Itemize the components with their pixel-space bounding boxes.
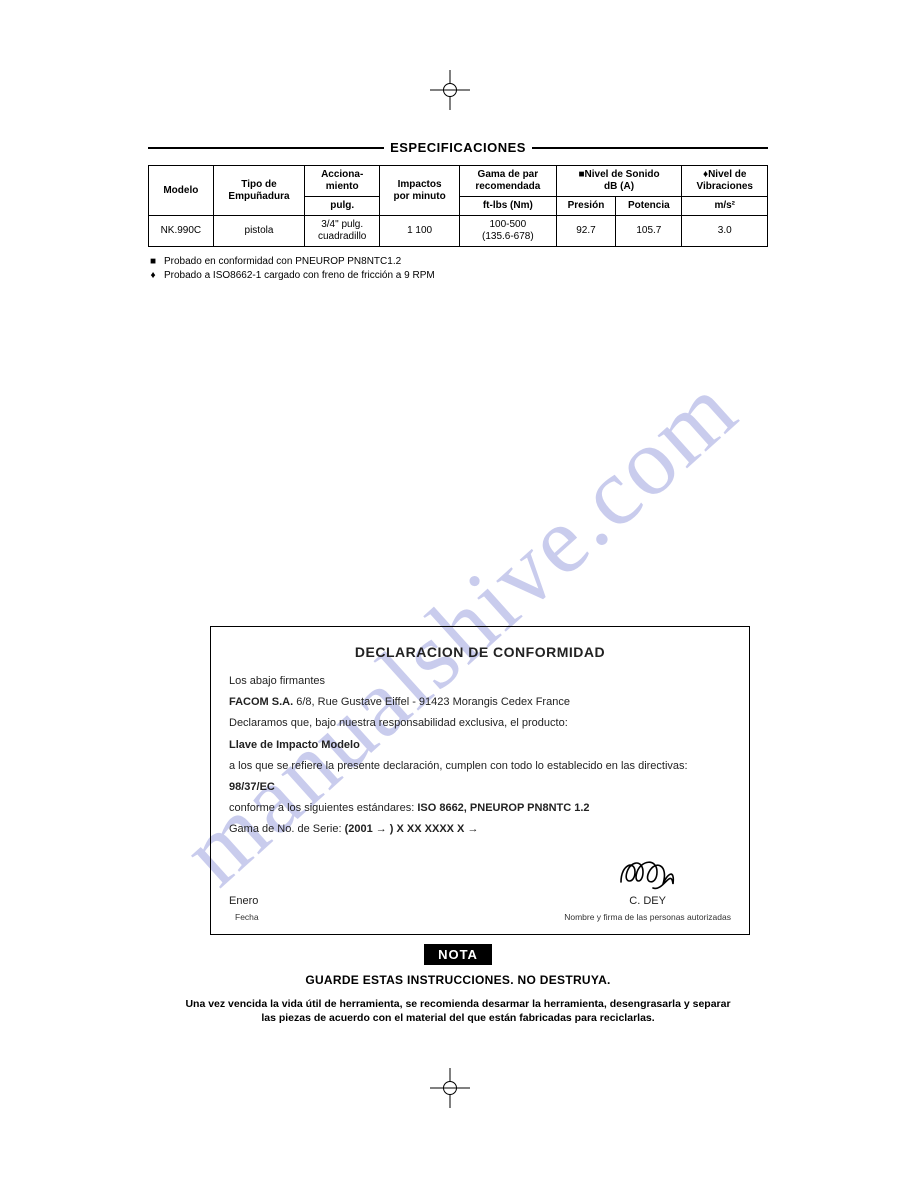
spec-table: Modelo Tipo de Empuñadura Acciona- mient… bbox=[148, 165, 768, 247]
th-vibr: ♦Nivel de Vibraciones bbox=[682, 166, 768, 197]
nota-headline: GUARDE ESTAS INSTRUCCIONES. NO DESTRUYA. bbox=[148, 973, 768, 987]
signature-date: Enero Fecha bbox=[229, 892, 259, 924]
td-gama: 100-500 (135.6-678) bbox=[460, 216, 557, 247]
footnote-2-text: Probado a ISO8662-1 cargado con freno de… bbox=[164, 269, 435, 283]
signature-name-label: Nombre y firma de las personas autorizad… bbox=[564, 910, 731, 924]
decl-stds: ISO 8662, PNEUROP PN8NTC 1.2 bbox=[417, 802, 589, 814]
footnote-1-symbol: ■ bbox=[148, 255, 158, 269]
footnote-1-text: Probado en conformidad con PNEUROP PN8NT… bbox=[164, 255, 401, 269]
td-impactos: 1 100 bbox=[380, 216, 460, 247]
nota-section: NOTA GUARDE ESTAS INSTRUCCIONES. NO DEST… bbox=[148, 944, 768, 1025]
th-modelo: Modelo bbox=[149, 166, 214, 216]
signature-icon bbox=[613, 854, 683, 890]
decl-line-1: Los abajo firmantes bbox=[229, 672, 731, 690]
section-title-row: ESPECIFICACIONES bbox=[148, 140, 768, 155]
signature-date-label: Fecha bbox=[235, 910, 259, 924]
decl-line-7: conforme a los siguientes estándares: IS… bbox=[229, 799, 731, 817]
decl-line-8: Gama de No. de Serie: (2001 → ) X XX XXX… bbox=[229, 820, 731, 838]
th-potencia: Potencia bbox=[616, 197, 682, 216]
td-presion: 92.7 bbox=[556, 216, 616, 247]
declaration-title: DECLARACION DE CONFORMIDAD bbox=[229, 641, 731, 664]
th-ftlbs: ft-lbs (Nm) bbox=[460, 197, 557, 216]
th-tipo: Tipo de Empuñadura bbox=[213, 166, 305, 216]
footnotes: ■ Probado en conformidad con PNEUROP PN8… bbox=[148, 255, 768, 283]
th-impactos: Impactos por minuto bbox=[380, 166, 460, 216]
footnote-1: ■ Probado en conformidad con PNEUROP PN8… bbox=[148, 255, 768, 269]
signature-name-block: C. DEY Nombre y firma de las personas au… bbox=[564, 854, 731, 924]
footnote-2-symbol: ♦ bbox=[148, 269, 158, 283]
section-title: ESPECIFICACIONES bbox=[384, 140, 532, 155]
crop-mark-top bbox=[430, 70, 470, 110]
td-tipo: pistola bbox=[213, 216, 305, 247]
table-header-row: Modelo Tipo de Empuñadura Acciona- mient… bbox=[149, 166, 768, 197]
nota-body: Una vez vencida la vida útil de herramie… bbox=[148, 997, 768, 1025]
decl-company: FACOM S.A. bbox=[229, 696, 293, 708]
td-potencia: 105.7 bbox=[616, 216, 682, 247]
rule-right bbox=[532, 147, 768, 149]
nota-badge: NOTA bbox=[424, 944, 492, 965]
decl-line-5: a los que se refiere la presente declara… bbox=[229, 757, 731, 775]
td-vibr: 3.0 bbox=[682, 216, 768, 247]
decl-line-6: 98/37/EC bbox=[229, 778, 731, 796]
signature-name: C. DEY bbox=[564, 892, 731, 910]
decl-address: 6/8, Rue Gustave Eiffel - 91423 Morangis… bbox=[293, 696, 570, 708]
decl-serial-prefix: Gama de No. de Serie: bbox=[229, 823, 345, 835]
crop-mark-bottom bbox=[430, 1068, 470, 1108]
table-row: NK.990C pistola 3/4" pulg. cuadradillo 1… bbox=[149, 216, 768, 247]
decl-line-3: Declaramos que, bajo nuestra responsabil… bbox=[229, 714, 731, 732]
signature-block: Enero Fecha C. DEY Nombre y firma de las… bbox=[229, 854, 731, 924]
th-gama: Gama de par recomendada bbox=[460, 166, 557, 197]
signature-date-value: Enero bbox=[229, 892, 259, 910]
decl-stds-prefix: conforme a los siguientes estándares: bbox=[229, 802, 417, 814]
footnote-2: ♦ Probado a ISO8662-1 cargado con freno … bbox=[148, 269, 768, 283]
th-pulg: pulg. bbox=[305, 197, 380, 216]
th-presion: Presión bbox=[556, 197, 616, 216]
th-ms2: m/s² bbox=[682, 197, 768, 216]
td-acciona: 3/4" pulg. cuadradillo bbox=[305, 216, 380, 247]
declaration-box: DECLARACION DE CONFORMIDAD Los abajo fir… bbox=[210, 626, 750, 935]
decl-line-4: Llave de Impacto Modelo bbox=[229, 736, 731, 754]
decl-line-2: FACOM S.A. 6/8, Rue Gustave Eiffel - 914… bbox=[229, 693, 731, 711]
td-modelo: NK.990C bbox=[149, 216, 214, 247]
rule-left bbox=[148, 147, 384, 149]
spec-section: ESPECIFICACIONES Modelo Tipo de Empuñadu… bbox=[148, 140, 768, 283]
th-sonido: ■Nivel de Sonido dB (A) bbox=[556, 166, 682, 197]
th-acciona: Acciona- miento bbox=[305, 166, 380, 197]
decl-serial: (2001 → ) X XX XXXX X → bbox=[345, 823, 479, 835]
